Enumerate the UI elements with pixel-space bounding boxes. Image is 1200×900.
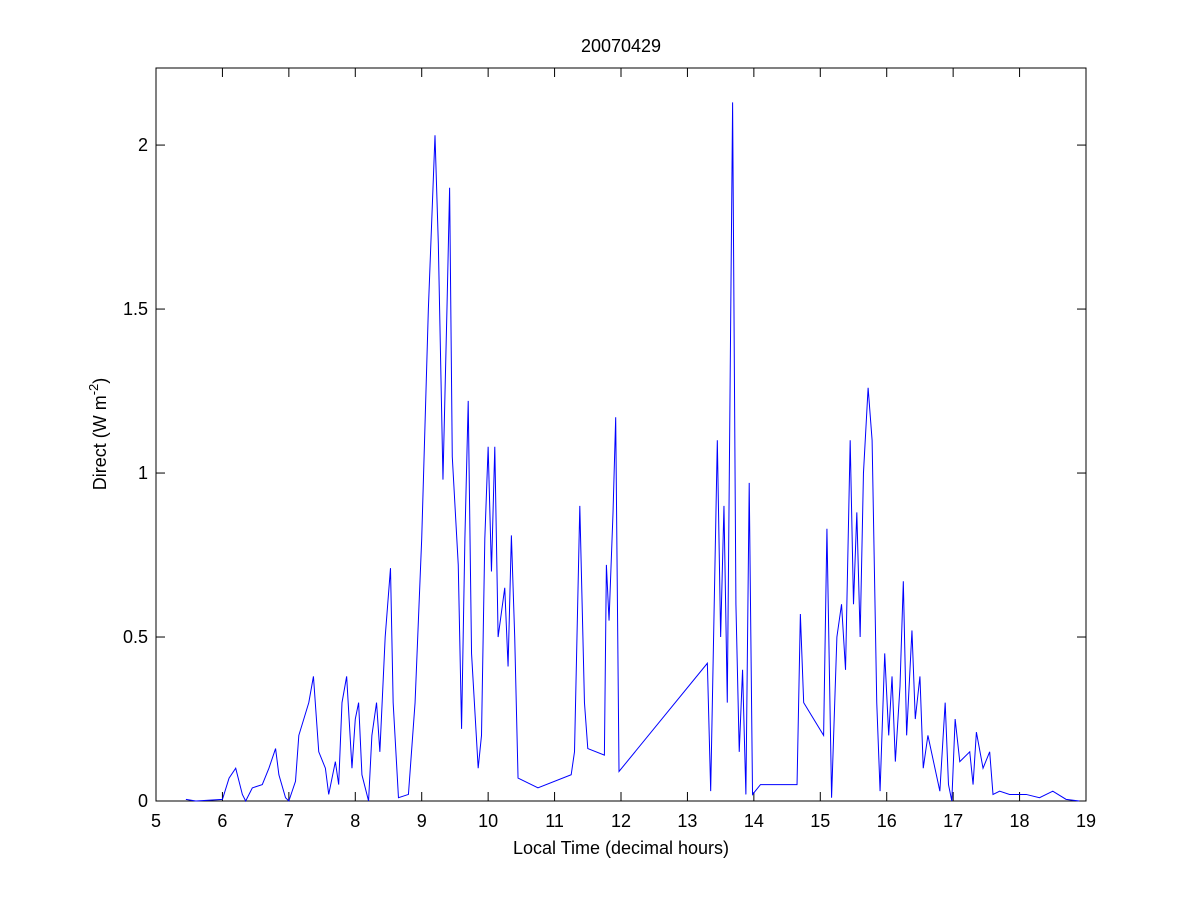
x-tick-label: 5 — [151, 811, 161, 831]
y-axis-label: Direct (W m-2) — [86, 378, 110, 491]
y-label-sup: -2 — [86, 384, 101, 396]
y-tick-label: 2 — [138, 135, 148, 155]
x-tick-label: 14 — [744, 811, 764, 831]
x-tick-label: 17 — [943, 811, 963, 831]
y-tick-label: 0.5 — [123, 627, 148, 647]
x-tick-label: 9 — [417, 811, 427, 831]
y-label-end: ) — [90, 378, 110, 384]
x-tick-label: 18 — [1010, 811, 1030, 831]
x-tick-label: 16 — [877, 811, 897, 831]
x-tick-label: 11 — [545, 811, 564, 831]
y-tick-label: 1.5 — [123, 299, 148, 319]
x-tick-label: 8 — [350, 811, 360, 831]
x-axis-label: Local Time (decimal hours) — [513, 838, 729, 858]
x-tick-label: 7 — [284, 811, 294, 831]
y-tick-label: 0 — [138, 791, 148, 811]
y-label-text: Direct (W m — [90, 395, 110, 490]
chart-title: 20070429 — [581, 36, 661, 56]
y-tick-label: 1 — [138, 463, 148, 483]
x-tick-label: 10 — [478, 811, 498, 831]
data-line — [185, 102, 1080, 803]
x-tick-label: 19 — [1076, 811, 1096, 831]
x-tick-label: 6 — [217, 811, 227, 831]
x-tick-label: 12 — [611, 811, 631, 831]
x-tick-label: 13 — [677, 811, 697, 831]
x-tick-label: 15 — [810, 811, 830, 831]
plot-frame — [155, 67, 1087, 802]
